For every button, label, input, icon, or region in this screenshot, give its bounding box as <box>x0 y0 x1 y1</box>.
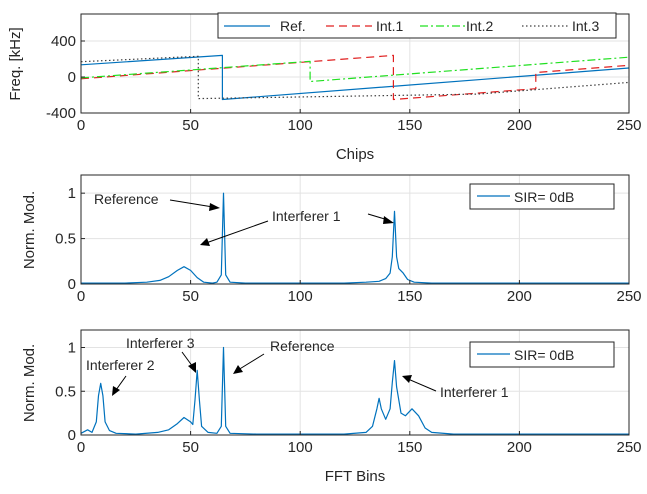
legend-label-int3: Int.3 <box>572 18 599 34</box>
arrow-interferer1-bottom <box>407 378 437 392</box>
arrow-interferer2-bottom <box>115 375 127 391</box>
tick-label-x: 0 <box>77 288 85 305</box>
tick-label-y: 0 <box>68 427 76 444</box>
ylabel-bottom: Norm. Mod. <box>21 344 38 422</box>
arrowhead-reference-bottom <box>233 365 243 374</box>
tick-label-x: 200 <box>507 117 532 134</box>
annotation-interferer2-bottom: Interferer 2 <box>86 357 155 373</box>
arrowhead-reference-middle <box>209 203 220 211</box>
annotation-interferer3-bottom: Interferer 3 <box>126 335 195 351</box>
legend-label-ref: Ref. <box>280 18 306 34</box>
arrowhead-interferer3-bottom <box>188 362 196 373</box>
tick-label-x: 200 <box>507 439 532 456</box>
series-line-top-0 <box>80 54 630 101</box>
annotation-interferer1-middle: Interferer 1 <box>272 208 341 224</box>
tick-label-x: 100 <box>288 117 313 134</box>
tick-label-x: 250 <box>616 117 641 134</box>
annotations-bottom: Interferer 3 Interferer 2 Reference Inte… <box>86 335 509 400</box>
tick-label-y: 1 <box>68 185 76 202</box>
series-line-middle-0 <box>81 192 629 284</box>
xlabel-top: Chips <box>336 146 374 163</box>
tick-label-y: 0 <box>68 276 76 293</box>
xlabel-bottom: FFT Bins <box>325 468 386 485</box>
arrow-reference-bottom <box>237 353 265 371</box>
legend-bottom: SIR= 0dB <box>469 341 615 368</box>
tick-label-x: 50 <box>182 439 199 456</box>
tick-label-y: 0.5 <box>55 383 76 400</box>
tick-label-y: 1 <box>68 340 76 357</box>
tick-label-x: 0 <box>77 439 85 456</box>
tick-label-x: 150 <box>397 288 422 305</box>
arrow-interferer1-left-middle <box>205 220 269 244</box>
axes-box-middle <box>80 174 630 285</box>
legend-label-int1: Int.1 <box>376 18 403 34</box>
tick-label-x: 200 <box>507 288 532 305</box>
tick-label-y: 0 <box>68 69 76 86</box>
ylabel-middle: Norm. Mod. <box>21 191 38 269</box>
tick-label-x: 150 <box>397 117 422 134</box>
annotation-interferer1-bottom: Interferer 1 <box>440 384 509 400</box>
tick-label-x: 0 <box>77 117 85 134</box>
arrowhead-interferer1-bottom <box>402 375 412 383</box>
series-line-bottom-0 <box>80 346 629 435</box>
tick-label-x: 250 <box>616 288 641 305</box>
annotation-reference-bottom: Reference <box>270 338 335 354</box>
series-top <box>80 54 630 101</box>
axes-box-bottom <box>80 329 630 436</box>
tick-label-y: 400 <box>51 33 76 50</box>
annotation-reference-middle: Reference <box>94 191 159 207</box>
tick-label-x: 100 <box>288 439 313 456</box>
legend-label-sir-bottom: SIR= 0dB <box>514 347 574 363</box>
tick-label-x: 50 <box>182 117 199 134</box>
arrowhead-interferer1-right-middle <box>383 216 394 224</box>
ticks-middle: 0 50 100 150 200 250 0 0.5 1 <box>55 185 641 305</box>
series-middle <box>81 192 629 284</box>
arrow-reference-middle <box>169 199 214 208</box>
annotations-middle: Reference Interferer 1 <box>94 191 394 246</box>
tick-label-x: 50 <box>182 288 199 305</box>
legend-label-int2: Int.2 <box>466 18 493 34</box>
series-line-top-2 <box>80 56 630 83</box>
series-line-top-1 <box>80 54 630 101</box>
panel-bottom: 0 50 100 150 200 250 0 0.5 1 FFT Bins Norm. Mod.… <box>21 329 642 485</box>
legend-box-top <box>217 12 617 39</box>
ticks-bottom: 0 50 100 150 200 250 0 0.5 1 <box>55 340 641 457</box>
legend-label-sir-middle: SIR= 0dB <box>514 189 574 205</box>
arrowhead-interferer2-bottom <box>112 386 120 396</box>
legend-top: Ref. Int.1 Int.2 Int.3 <box>217 12 617 39</box>
arrowhead-interferer1-left-middle <box>200 238 210 246</box>
panel-middle: 0 50 100 150 200 250 0 0.5 1 Norm. Mod. SIR= 0dB… <box>21 174 642 305</box>
tick-label-x: 100 <box>288 288 313 305</box>
tick-label-x: 150 <box>397 439 422 456</box>
tick-label-y: 0.5 <box>55 231 76 248</box>
series-bottom <box>80 346 629 435</box>
ylabel-top: Freq. [kHz] <box>7 27 24 100</box>
tick-label-y: -400 <box>46 105 76 122</box>
legend-middle: SIR= 0dB <box>469 183 615 210</box>
tick-label-x: 250 <box>616 439 641 456</box>
